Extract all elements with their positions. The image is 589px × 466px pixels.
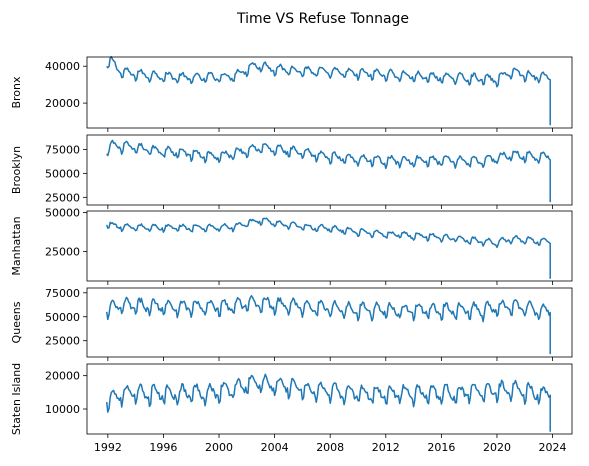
y-axis-label-0: Bronx xyxy=(10,76,23,109)
y-tick-label-2-1: 50000 xyxy=(45,207,80,220)
axes-frame-2 xyxy=(86,210,573,282)
y-tick-label-0-1: 40000 xyxy=(45,60,80,73)
y-tick-label-1-2: 75000 xyxy=(45,143,80,156)
y-tick-label-1-1: 50000 xyxy=(45,167,80,180)
y-tick-label-3-1: 50000 xyxy=(45,311,80,324)
x-tick-label-1: 1996 xyxy=(149,441,177,454)
y-axis-label-1: Brooklyn xyxy=(10,146,23,194)
series-line-4 xyxy=(105,373,551,432)
y-tick-label-2-0: 25000 xyxy=(45,245,80,258)
x-tick-label-8: 2024 xyxy=(539,441,567,454)
x-tick-label-3: 2004 xyxy=(261,441,289,454)
axes-frame-1 xyxy=(86,134,573,206)
series-line-1 xyxy=(106,139,551,203)
x-tick-label-7: 2020 xyxy=(483,441,511,454)
y-tick-label-1-0: 25000 xyxy=(45,191,80,204)
x-tick-label-5: 2012 xyxy=(372,441,400,454)
chart-title: Time VS Refuse Tonnage xyxy=(236,11,409,27)
axes-frame-3 xyxy=(86,287,573,358)
y-tick-label-3-2: 75000 xyxy=(45,287,80,300)
y-axis-label-4: Staten Island xyxy=(10,363,23,435)
y-axis-label-3: Queens xyxy=(10,301,23,343)
y-tick-label-4-0: 10000 xyxy=(45,403,80,416)
x-tick-label-6: 2016 xyxy=(427,441,455,454)
y-axis-label-2: Manhattan xyxy=(10,216,23,275)
y-tick-label-3-0: 25000 xyxy=(45,335,80,348)
x-tick-label-4: 2008 xyxy=(316,441,344,454)
y-tick-label-4-1: 20000 xyxy=(45,370,80,383)
axes-frame-0 xyxy=(86,56,573,129)
x-tick-label-2: 2000 xyxy=(205,441,233,454)
series-line-0 xyxy=(106,55,551,126)
series-line-2 xyxy=(105,217,551,279)
axes-frame-4 xyxy=(86,363,573,435)
series-line-3 xyxy=(105,295,551,355)
x-tick-label-0: 1992 xyxy=(94,441,122,454)
y-tick-label-0-0: 20000 xyxy=(45,97,80,110)
